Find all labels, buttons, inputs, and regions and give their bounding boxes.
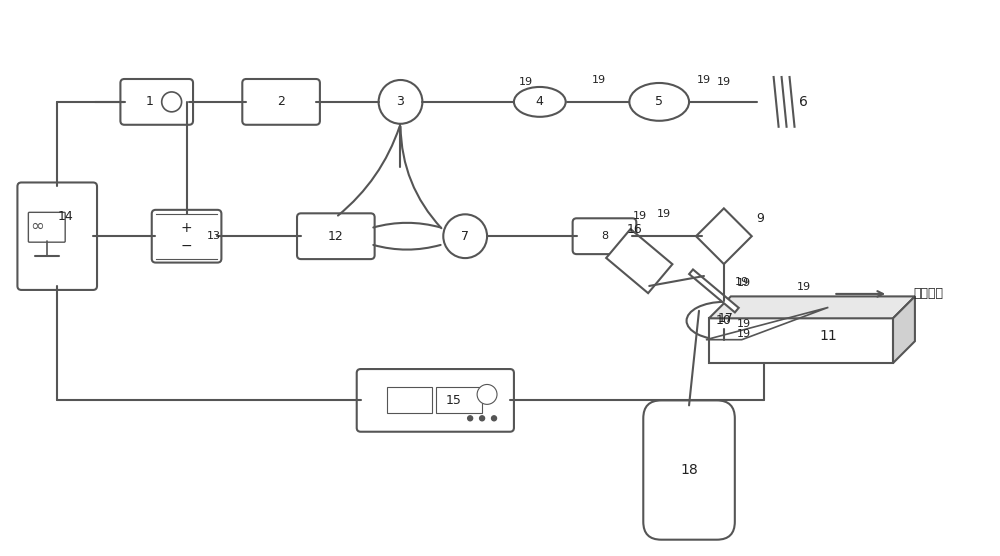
Text: ∞: ∞	[30, 217, 44, 235]
Text: 14: 14	[57, 210, 73, 223]
Circle shape	[379, 80, 422, 124]
Text: 19: 19	[657, 209, 671, 219]
Text: 7: 7	[461, 230, 469, 243]
Text: 19: 19	[737, 329, 751, 339]
FancyBboxPatch shape	[242, 79, 320, 125]
FancyBboxPatch shape	[387, 388, 432, 413]
Ellipse shape	[514, 87, 566, 117]
Text: −: −	[181, 239, 192, 253]
Text: 13: 13	[206, 231, 220, 241]
Text: 15: 15	[445, 394, 461, 407]
Text: 19: 19	[737, 319, 751, 329]
Text: +: +	[181, 221, 192, 235]
Text: 5: 5	[655, 96, 663, 108]
Polygon shape	[696, 208, 752, 264]
Text: 11: 11	[820, 329, 837, 342]
Text: 6: 6	[799, 95, 807, 109]
Polygon shape	[893, 296, 915, 363]
Circle shape	[480, 416, 485, 421]
Ellipse shape	[687, 302, 761, 340]
Text: 8: 8	[601, 231, 608, 241]
FancyBboxPatch shape	[28, 212, 65, 242]
FancyBboxPatch shape	[17, 182, 97, 290]
Circle shape	[477, 384, 497, 404]
Text: 18: 18	[680, 463, 698, 477]
FancyBboxPatch shape	[606, 229, 672, 293]
FancyBboxPatch shape	[297, 214, 375, 259]
Text: 19: 19	[633, 211, 647, 221]
Text: 12: 12	[328, 230, 344, 243]
Text: 19: 19	[697, 75, 711, 85]
Text: 2: 2	[277, 96, 285, 108]
FancyBboxPatch shape	[436, 388, 482, 413]
FancyBboxPatch shape	[689, 270, 739, 312]
FancyBboxPatch shape	[152, 210, 221, 262]
Circle shape	[162, 92, 182, 112]
Text: 19: 19	[519, 77, 533, 87]
FancyBboxPatch shape	[120, 79, 193, 125]
FancyBboxPatch shape	[573, 219, 636, 254]
Text: 19: 19	[796, 282, 811, 292]
Polygon shape	[709, 296, 915, 318]
Circle shape	[492, 416, 497, 421]
Circle shape	[468, 416, 473, 421]
Text: 4: 4	[536, 96, 544, 108]
Text: 1: 1	[146, 96, 154, 108]
Text: 19: 19	[735, 277, 749, 287]
Ellipse shape	[629, 83, 689, 121]
Text: 16: 16	[626, 223, 642, 236]
Text: 17: 17	[718, 312, 734, 325]
Text: 10: 10	[716, 314, 732, 327]
FancyBboxPatch shape	[357, 369, 514, 431]
Circle shape	[443, 214, 487, 258]
Polygon shape	[709, 318, 893, 363]
Text: 9: 9	[756, 212, 764, 225]
Text: 19: 19	[737, 278, 751, 288]
Text: 扫描方向: 扫描方向	[913, 287, 943, 300]
Text: 19: 19	[717, 77, 731, 87]
FancyBboxPatch shape	[643, 400, 735, 540]
Text: 3: 3	[397, 96, 404, 108]
Text: 19: 19	[591, 75, 606, 85]
